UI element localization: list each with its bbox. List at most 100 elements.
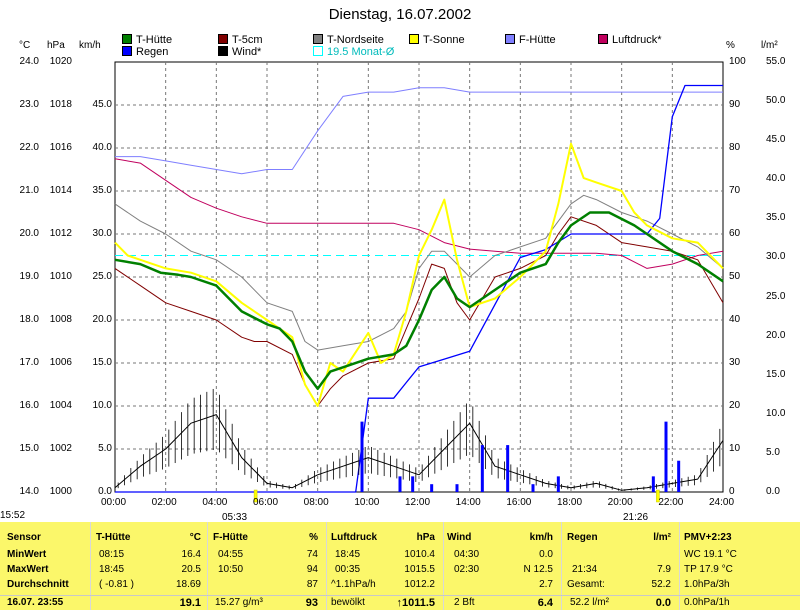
header-wind: Wind [447,532,472,543]
min-time: 04:30 [454,549,480,560]
y-tick-celsius: 15.0 [19,443,39,454]
wind-spikes [117,388,721,491]
y-tick-rain: 25.0 [766,290,786,302]
series-line-t-5cm [114,216,724,407]
rain-bar [430,484,434,492]
dew-point: TP 17.9 °C [684,564,733,575]
legend-regen: Regen [122,46,168,58]
x-tick: 20:00 [607,497,633,508]
min-value: 16.4 [181,549,201,560]
chart-title: Dienstag, 16.07.2002 [328,6,472,23]
header-regen: Regen [567,532,598,543]
y-tick-kmh: 15.0 [92,357,112,368]
y-tick-rain: 5.0 [766,446,780,458]
y-tick-kmh: 40.0 [92,142,112,153]
header-luftdruck: Luftdruck [331,532,378,543]
legend-swatch [505,34,515,44]
series-line-t-sonne [114,142,724,407]
x-tick: 12:00 [405,497,431,508]
legend-swatch [218,34,228,44]
rain-sum: 52.2 l/m² [570,597,609,608]
y-tick-kmh: 35.0 [92,185,112,196]
header-pmv: PMV+2:23 [684,532,732,543]
x-tick: 06:00 [253,497,279,508]
y-tick-kmh: 20.0 [92,314,112,325]
series-line-luftdruck- [114,158,724,269]
legend-t-sonne: T-Sonne [409,34,465,46]
y-tick-kmh: 25.0 [92,271,112,282]
max-value: 7.9 [657,564,671,575]
current-value: ↑1011.5 [396,597,435,609]
legend-f-huette: F-Hütte [505,34,556,46]
x-tick: 10:00 [354,497,380,508]
x-tick: 02:00 [151,497,177,508]
y-tick-percent: 0 [729,486,735,497]
max-time: 00:35 [335,564,361,575]
y-tick-celsius: 18.0 [19,314,39,325]
current-value: 6.4 [537,597,553,609]
legend-t-huette: T-Hütte [122,34,172,46]
x-tick: 24:00 [709,497,735,508]
y-tick-rain: 40.0 [766,173,786,185]
current-time: 15:52 [0,510,26,521]
y-tick-rain: 30.0 [766,251,786,263]
min-value: 0.0 [539,549,553,560]
y-tick-rain: 15.0 [766,368,786,380]
col-f-huette: F-Hütte % 04:55 74 10:50 94 87 15.27 g/m… [208,522,326,610]
divider [326,522,327,610]
y-tick-rain: 0.0 [766,486,780,497]
avg-note: ( -0.81 ) [99,579,135,590]
y-tick-kmh: 5.0 [98,443,112,454]
y-tick-celsius: 14.0 [19,486,39,497]
divider [0,595,800,596]
y-tick-percent: 10 [729,443,741,454]
y-tick-percent: 30 [729,357,741,368]
y-tick-hpa: 1002 [49,443,72,454]
wind-chill: WC 19.1 °C [684,549,737,560]
series-line-t-h-tte [114,211,724,391]
min-value: 1010.4 [404,549,435,560]
y-tick-celsius: 19.0 [19,271,39,282]
min-time: 04:55 [218,549,244,560]
y-tick-celsius: 23.0 [19,99,39,110]
x-tick: 08:00 [303,497,329,508]
y-tick-hpa: 1008 [49,314,72,325]
y-tick-hpa: 1020 [49,56,72,67]
y-tick-percent: 20 [729,400,741,411]
label-minwert: MinWert [7,549,47,560]
sunset-time: 21:26 [623,512,649,523]
rain-bar [480,445,484,492]
y-tick-celsius: 16.0 [19,400,39,411]
rain-bar [411,476,415,492]
legend-swatch [122,34,132,44]
unit-f-huette: % [309,532,318,543]
col-sensor: Sensor MinWert MaxWert Durchschnitt 16.0… [0,522,90,610]
sun-marker [656,489,660,503]
axis-unit-kmh: km/h [79,40,101,51]
rain-bar [677,460,681,492]
max-value: N 12.5 [523,564,553,575]
avg-value: 1012.2 [404,579,435,590]
divider [561,522,562,610]
beaufort: 2 Bft [454,597,475,608]
header-t-huette: T-Hütte [96,532,131,543]
rain-bars [360,421,681,492]
sun-marker [253,489,258,503]
current-value: 0.0 [655,597,671,609]
y-tick-rain: 10.0 [766,407,786,419]
legend-swatch [313,46,323,56]
y-tick-hpa: 1000 [49,486,72,497]
col-pmv: PMV+2:23 WC 19.1 °C TP 17.9 °C 1.0hPa/3h… [680,522,800,610]
y-tick-kmh: 10.0 [92,400,112,411]
legend-swatch [218,46,228,56]
divider [207,522,208,610]
y-tick-rain: 35.0 [766,212,786,224]
header-sensor: Sensor [7,532,41,543]
weather-forecast: bewölkt [331,597,365,608]
y-tick-percent: 80 [729,142,741,153]
rain-bar [664,421,668,492]
y-tick-hpa: 1012 [49,228,72,239]
legend-t-nordseite: T-Nordseite [313,34,384,46]
y-tick-percent: 70 [729,185,741,196]
y-tick-hpa: 1010 [49,271,72,282]
